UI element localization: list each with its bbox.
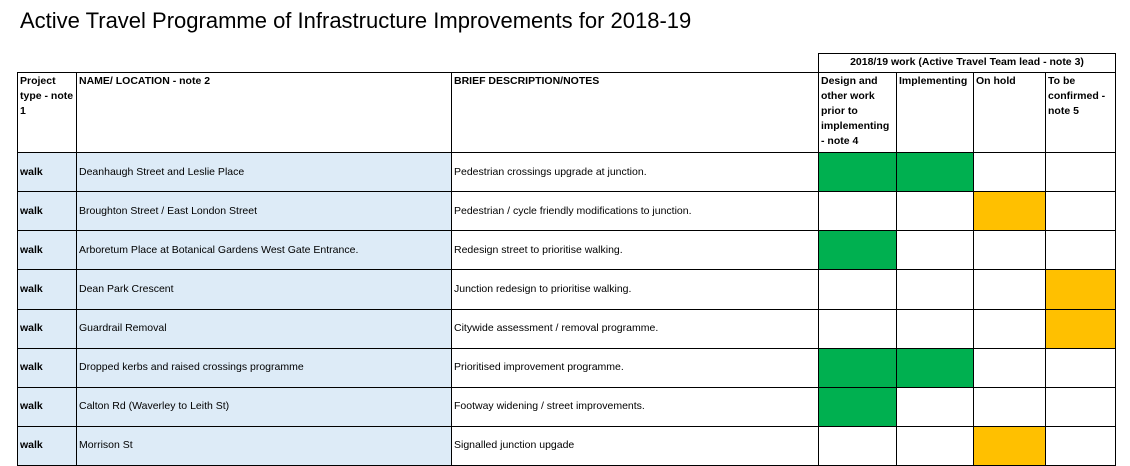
project-type: walk	[17, 425, 77, 466]
group-header: 2018/19 work (Active Travel Team lead - …	[818, 53, 1116, 73]
project-type: walk	[17, 152, 77, 193]
column-header: BRIEF DESCRIPTION/NOTES	[451, 72, 819, 153]
project-name: Guardrail Removal	[76, 308, 452, 349]
status-cell	[818, 230, 897, 271]
project-type: walk	[17, 269, 77, 310]
status-cell	[896, 230, 974, 271]
status-cell	[896, 269, 974, 310]
project-type: walk	[17, 308, 77, 349]
project-name: Morrison St	[76, 425, 452, 466]
project-name: Calton Rd (Waverley to Leith St)	[76, 386, 452, 427]
project-description: Redesign street to prioritise walking.	[451, 230, 819, 271]
project-type: walk	[17, 386, 77, 427]
status-cell	[1045, 386, 1116, 427]
status-cell	[1045, 230, 1116, 271]
project-name: Broughton Street / East London Street	[76, 191, 452, 232]
status-cell	[818, 347, 897, 388]
status-cell	[973, 308, 1046, 349]
page-title: Active Travel Programme of Infrastructur…	[20, 8, 692, 33]
status-cell	[973, 269, 1046, 310]
status-cell	[896, 425, 974, 466]
status-cell	[818, 152, 897, 193]
status-cell	[973, 152, 1046, 193]
status-cell	[818, 191, 897, 232]
status-cell	[973, 386, 1046, 427]
project-name: Deanhaugh Street and Leslie Place	[76, 152, 452, 193]
project-description: Footway widening / street improvements.	[451, 386, 819, 427]
project-name: Arboretum Place at Botanical Gardens Wes…	[76, 230, 452, 271]
project-description: Prioritised improvement programme.	[451, 347, 819, 388]
project-type: walk	[17, 230, 77, 271]
status-cell	[896, 347, 974, 388]
status-cell	[973, 191, 1046, 232]
project-type: walk	[17, 191, 77, 232]
status-cell	[1045, 191, 1116, 232]
status-cell	[1045, 269, 1116, 310]
project-description: Junction redesign to prioritise walking.	[451, 269, 819, 310]
column-header: Design and other work prior to implement…	[818, 72, 897, 153]
project-description: Signalled junction upgade	[451, 425, 819, 466]
project-type: walk	[17, 347, 77, 388]
column-header: NAME/ LOCATION - note 2	[76, 72, 452, 153]
status-cell	[818, 386, 897, 427]
column-header: To be confirmed - note 5	[1045, 72, 1116, 153]
project-description: Pedestrian crossings upgrade at junction…	[451, 152, 819, 193]
column-header: On hold	[973, 72, 1046, 153]
project-description: Pedestrian / cycle friendly modification…	[451, 191, 819, 232]
project-name: Dean Park Crescent	[76, 269, 452, 310]
status-cell	[818, 269, 897, 310]
project-name: Dropped kerbs and raised crossings progr…	[76, 347, 452, 388]
status-cell	[896, 386, 974, 427]
status-cell	[818, 308, 897, 349]
status-cell	[1045, 152, 1116, 193]
column-header: Implementing	[896, 72, 974, 153]
status-cell	[1045, 347, 1116, 388]
status-cell	[1045, 308, 1116, 349]
status-cell	[973, 230, 1046, 271]
status-cell	[896, 152, 974, 193]
project-description: Citywide assessment / removal programme.	[451, 308, 819, 349]
status-cell	[1045, 425, 1116, 466]
status-cell	[896, 191, 974, 232]
status-cell	[973, 425, 1046, 466]
column-header: Project type - note 1	[17, 72, 77, 153]
status-cell	[896, 308, 974, 349]
status-cell	[973, 347, 1046, 388]
status-cell	[818, 425, 897, 466]
